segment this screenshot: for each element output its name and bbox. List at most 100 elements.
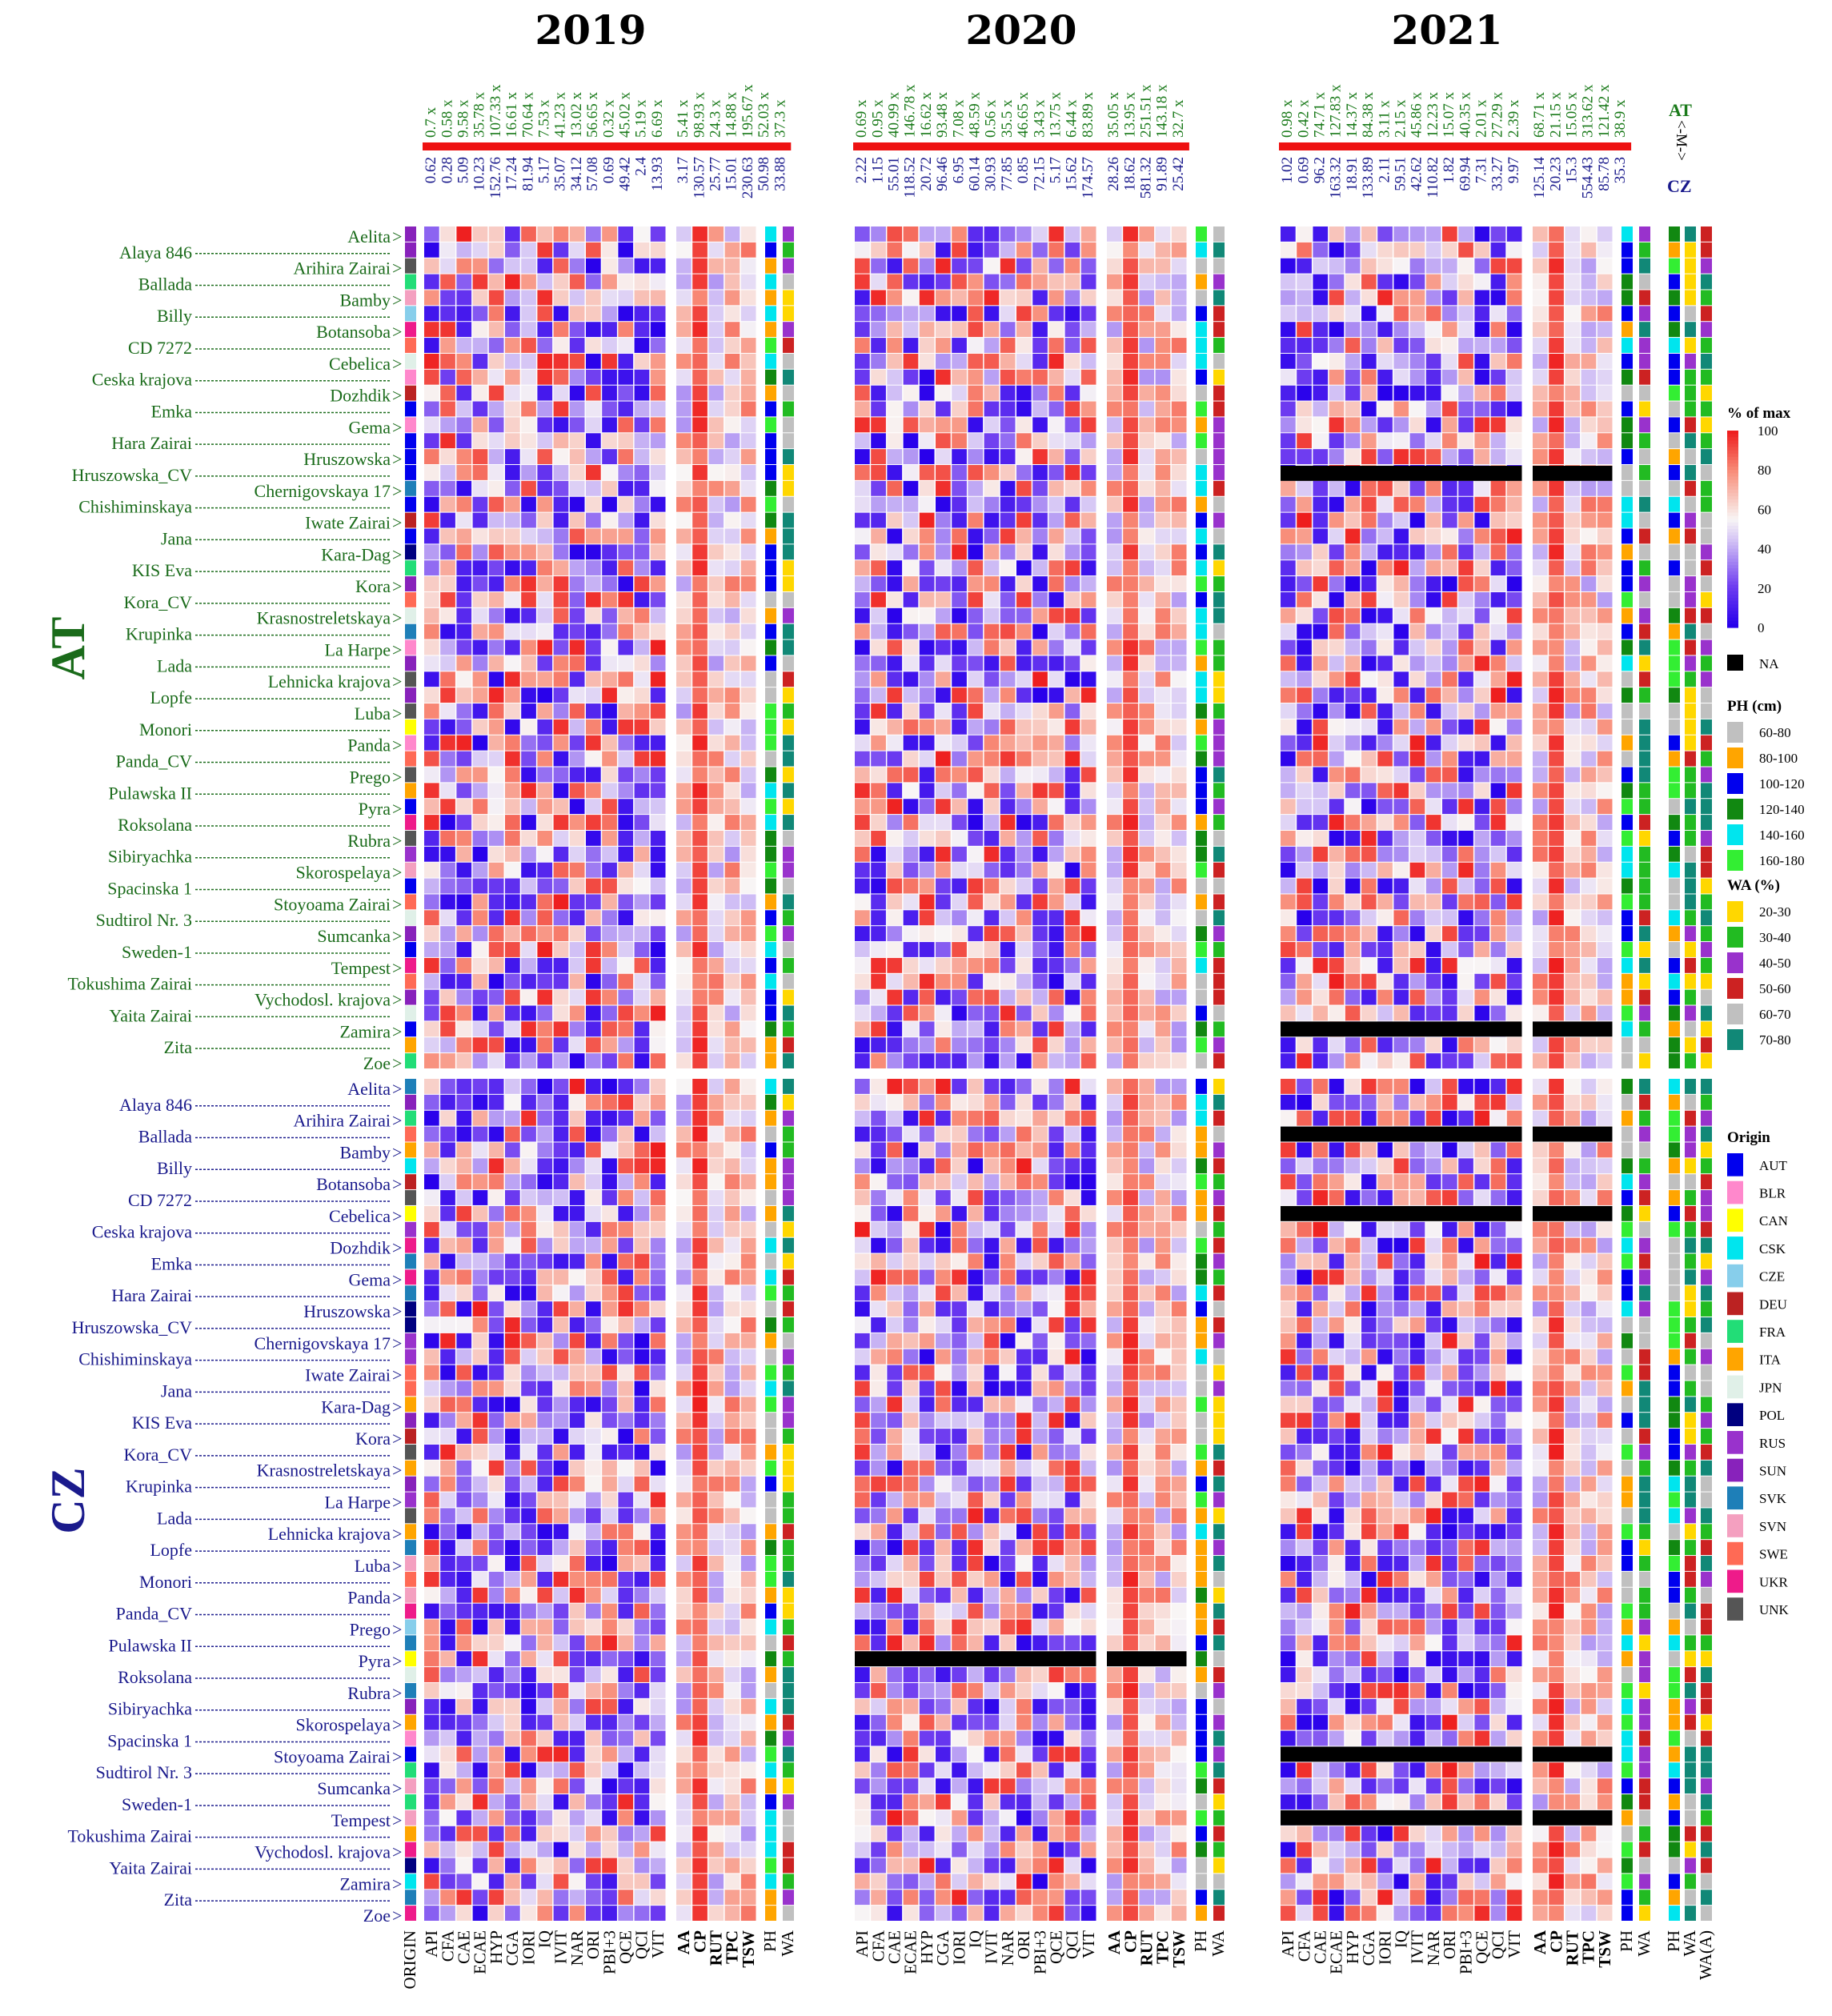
origin-cell [405,290,416,306]
heat-cell [456,401,472,417]
heat-cell [1064,1285,1080,1301]
heat-cell [887,799,903,815]
heat-cell [521,1253,536,1269]
block-cell [1565,671,1581,687]
heat-cell [488,1110,504,1126]
heat-cell [903,910,919,926]
heat-cell [505,544,520,560]
block-cell [676,591,692,607]
heat-cell [1409,258,1425,274]
block-cell [724,830,740,846]
block-cell [676,1237,692,1253]
block-cell [1123,1094,1138,1110]
heat-cell [1377,385,1393,401]
heat-cell [984,274,1000,290]
heat-cell [602,1005,617,1021]
heat-cell [1506,1190,1522,1205]
block-cell [1565,242,1581,258]
block-cell [1107,830,1122,846]
wa-cell [1213,338,1225,353]
heat-cell [919,1037,935,1053]
final-wa-a-cell [1701,1237,1712,1253]
block-cell [1581,1269,1597,1285]
block-cell [1155,496,1171,512]
heat-cell [424,338,439,353]
heat-cell [553,1333,569,1349]
heat-cell [521,862,536,878]
mean-label-cz: 25.42 [1170,157,1187,191]
heat-cell [919,1253,935,1269]
heat-cell [424,957,439,973]
block-cell [1533,1285,1548,1301]
block-cell [1581,306,1597,322]
heat-cell [1377,560,1393,576]
heat-cell [1016,274,1032,290]
block-cell [676,242,692,258]
heat-cell [618,591,634,607]
heat-cell [569,607,585,623]
heat-cell [424,417,439,433]
wa-cell [783,512,794,528]
heat-cell [1048,687,1064,703]
heat-cell [456,544,472,560]
block-cell [1155,591,1171,607]
heat-cell [1080,433,1096,449]
heat-cell [1409,1110,1425,1126]
heat-cell [488,926,504,942]
block-cell [1565,480,1581,496]
heat-cell [569,799,585,815]
heat-cell [1458,1221,1473,1237]
heat-cell [521,258,536,274]
heat-cell [1474,735,1490,751]
heat-cell [1377,290,1393,306]
heat-cell [968,1094,984,1110]
heat-cell [586,1205,601,1221]
heat-cell [855,1021,870,1037]
heat-cell [1345,1053,1361,1068]
block-cell [676,560,692,576]
heat-cell [586,910,601,926]
heat-cell [505,862,520,878]
block-cell [708,639,724,655]
heat-cell [505,894,520,910]
mean-label-cz: 13.93 [649,157,666,191]
heat-cell [1345,544,1361,560]
wa-cell [1639,1269,1650,1285]
heat-cell [1080,1021,1096,1037]
heat-cell [1393,1005,1409,1021]
heat-cell [456,290,472,306]
block-cell [1549,385,1564,401]
heat-cell [1297,1079,1312,1094]
heat-cell [1016,926,1032,942]
heat-cell [537,1333,553,1349]
block-cell [692,655,708,671]
heat-cell [650,322,666,338]
block-cell [1565,401,1581,417]
block-cell [724,1253,740,1269]
heat-cell [984,338,1000,353]
heat-cell [1297,1053,1312,1068]
origin-cell [405,719,416,735]
block-cell [1123,1021,1138,1037]
heat-cell [1474,1301,1490,1317]
heat-cell [1048,1190,1064,1205]
heat-cell [1313,846,1329,862]
heat-cell [424,1317,439,1333]
heat-cell [936,783,951,799]
heat-cell [1313,528,1329,544]
heat-cell [968,1158,984,1174]
heat-cell [855,1221,870,1237]
heat-cell [1032,496,1048,512]
heat-cell [505,703,520,719]
heat-cell [1329,528,1345,544]
heat-cell [634,783,650,799]
heat-cell [1474,894,1490,910]
heat-cell [1377,576,1393,591]
block-cell [1107,894,1122,910]
block-cell [1155,1237,1171,1253]
final-wa-a-cell [1701,496,1712,512]
heat-cell [1000,1269,1016,1285]
block-cell [1565,623,1581,639]
heat-cell [472,544,488,560]
heat-cell [456,783,472,799]
